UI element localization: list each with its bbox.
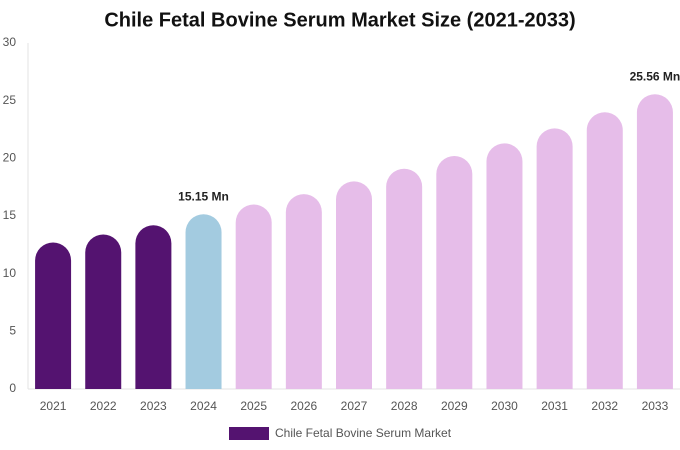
- y-tick-label: 30: [3, 35, 17, 49]
- y-tick-label: 5: [9, 324, 16, 338]
- bar: [586, 112, 623, 389]
- bar: [636, 94, 673, 389]
- y-tick-label: 25: [3, 93, 17, 107]
- x-tick-label: 2033: [642, 399, 669, 413]
- bar: [486, 143, 523, 389]
- bar: [336, 181, 372, 389]
- x-tick-label: 2023: [140, 399, 167, 413]
- value-label: 25.56 Mn: [630, 69, 680, 83]
- bar: [536, 128, 573, 389]
- y-tick-label: 20: [3, 151, 17, 165]
- y-tick-label: 0: [9, 381, 16, 395]
- bar: [386, 168, 423, 389]
- bar: [285, 194, 322, 389]
- chart-title: Chile Fetal Bovine Serum Market Size (20…: [104, 9, 575, 31]
- x-tick-label: 2024: [190, 399, 217, 413]
- x-tick-label: 2028: [391, 399, 418, 413]
- y-tick-label: 15: [3, 208, 17, 222]
- x-tick-label: 2029: [441, 399, 468, 413]
- bar: [35, 242, 72, 389]
- x-tick-label: 2032: [591, 399, 618, 413]
- bar: [135, 225, 172, 389]
- x-tick-label: 2021: [40, 399, 67, 413]
- x-tick-label: 2027: [341, 399, 368, 413]
- x-tick-label: 2031: [541, 399, 568, 413]
- x-tick-label: 2022: [90, 399, 117, 413]
- y-tick-label: 10: [3, 266, 17, 280]
- bar: [185, 214, 222, 389]
- bar: [85, 234, 122, 389]
- bar: [436, 156, 473, 389]
- x-tick-label: 2026: [290, 399, 317, 413]
- value-label: 15.15 Mn: [178, 189, 229, 203]
- legend-swatch: [229, 427, 269, 440]
- bar: [235, 204, 272, 389]
- x-tick-label: 2030: [491, 399, 518, 413]
- legend-label: Chile Fetal Bovine Serum Market: [275, 426, 452, 440]
- x-tick-label: 2025: [240, 399, 267, 413]
